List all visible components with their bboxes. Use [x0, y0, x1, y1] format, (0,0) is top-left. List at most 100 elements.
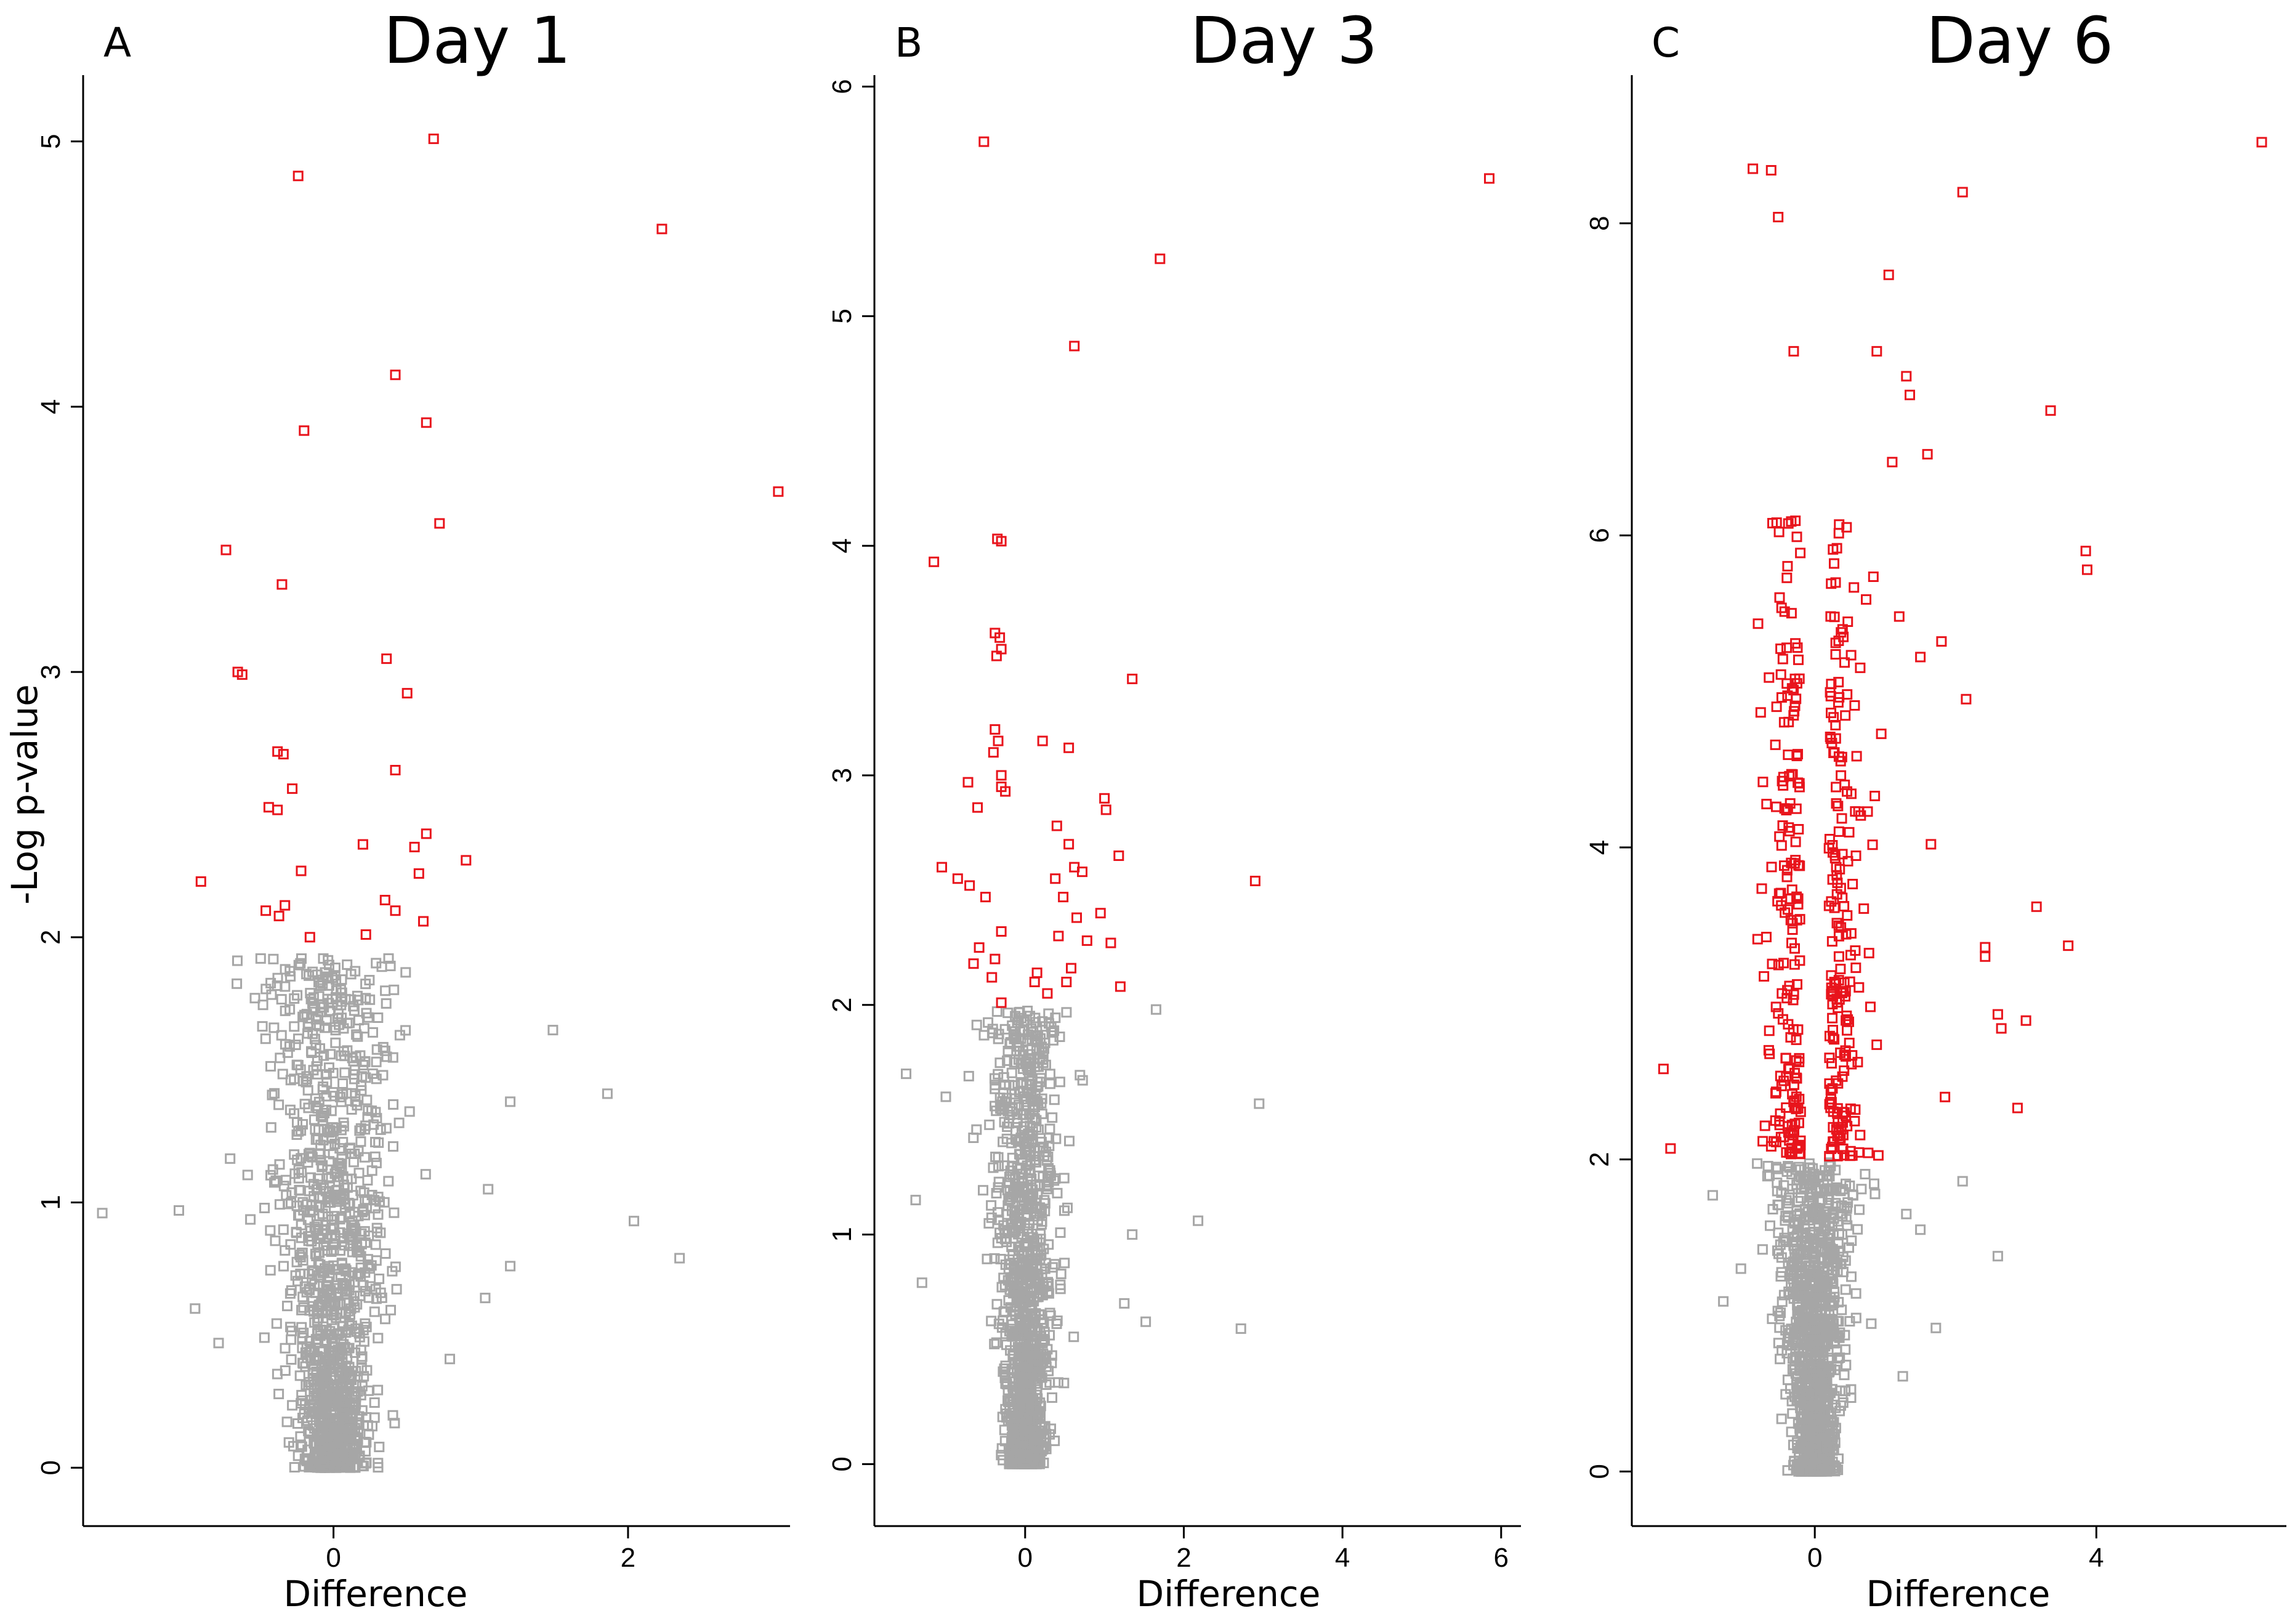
data-point-significant	[1791, 531, 1802, 543]
y-tick-label: 4	[36, 399, 66, 414]
data-point-not-significant	[1799, 1221, 1810, 1232]
data-point-not-significant	[1824, 1309, 1834, 1320]
data-point-not-significant	[1041, 1155, 1052, 1166]
data-point-significant	[937, 862, 947, 873]
data-point-not-significant	[1075, 1070, 1086, 1081]
data-point-significant	[1790, 515, 1801, 527]
data-point-not-significant	[325, 1049, 336, 1060]
data-point-not-significant	[993, 1033, 1004, 1044]
data-point-significant	[964, 880, 975, 891]
data-point-not-significant	[1804, 1444, 1815, 1455]
data-point-not-significant	[300, 1361, 311, 1372]
data-point-not-significant	[1829, 1364, 1841, 1375]
data-point-significant	[1887, 456, 1898, 467]
data-point-not-significant	[315, 1324, 326, 1335]
data-point-not-significant	[1809, 1323, 1820, 1335]
x-tick-label: 2	[621, 1543, 635, 1573]
x-tick-label: 2	[1176, 1543, 1191, 1573]
data-point-significant	[2020, 1015, 2031, 1026]
data-point-not-significant	[1856, 1184, 1867, 1195]
data-point-not-significant	[1846, 1235, 1857, 1246]
data-point-significant	[2063, 940, 2074, 951]
data-point-not-significant	[1030, 1035, 1041, 1046]
data-point-not-significant	[1235, 1323, 1246, 1334]
data-point-not-significant	[1030, 1427, 1041, 1438]
data-point-not-significant	[285, 1322, 296, 1333]
y-tick-label: 8	[1584, 216, 1615, 230]
data-point-not-significant	[1008, 1349, 1019, 1360]
data-point-not-significant	[1793, 1161, 1804, 1173]
data-point-significant	[1081, 935, 1092, 946]
data-point-not-significant	[1026, 1136, 1038, 1147]
data-point-significant	[1852, 1057, 1863, 1068]
data-point-not-significant	[309, 1190, 320, 1202]
data-point-not-significant	[1791, 1237, 1801, 1248]
data-point-not-significant	[1044, 1133, 1054, 1144]
data-point-not-significant	[420, 1169, 431, 1180]
data-point-not-significant	[1776, 1187, 1787, 1198]
data-point-significant	[1063, 839, 1075, 850]
data-point-significant	[1828, 544, 1839, 555]
data-point-not-significant	[1805, 1338, 1816, 1349]
data-point-not-significant	[265, 1170, 276, 1181]
data-point-significant	[996, 536, 1007, 547]
y-tick-label: 0	[1584, 1464, 1615, 1479]
data-point-not-significant	[1707, 1190, 1718, 1201]
data-point-not-significant	[1815, 1381, 1826, 1392]
data-point-not-significant	[1806, 1189, 1817, 1200]
data-point-not-significant	[342, 1286, 353, 1297]
data-point-not-significant	[1068, 1331, 1079, 1343]
data-point-significant	[1826, 1143, 1837, 1154]
data-point-significant	[1876, 729, 1887, 740]
data-point-not-significant	[1804, 1429, 1815, 1440]
data-point-not-significant	[265, 1122, 276, 1133]
data-point-not-significant	[1023, 1345, 1034, 1356]
data-point-not-significant	[342, 1461, 353, 1473]
data-point-not-significant	[1046, 1022, 1057, 1032]
data-point-not-significant	[1826, 1276, 1837, 1287]
data-point-significant	[1831, 798, 1842, 809]
data-point-significant	[1781, 871, 1793, 883]
data-point-not-significant	[369, 1306, 380, 1317]
data-point-not-significant	[1022, 1035, 1033, 1046]
data-point-not-significant	[1807, 1163, 1818, 1174]
data-point-not-significant	[360, 1120, 371, 1131]
data-point-significant	[1066, 963, 1076, 974]
data-point-significant	[1113, 850, 1124, 861]
y-tick-label: 6	[827, 79, 857, 94]
data-point-not-significant	[404, 1106, 415, 1117]
data-point-significant	[974, 942, 985, 953]
data-point-significant	[401, 688, 413, 699]
data-point-not-significant	[990, 1083, 1001, 1094]
data-point-significant	[996, 997, 1007, 1008]
data-point-not-significant	[1059, 1205, 1070, 1216]
y-tick-label: 6	[1584, 528, 1615, 543]
data-point-not-significant	[1813, 1172, 1824, 1183]
data-point-significant	[304, 932, 315, 943]
data-point-not-significant	[1062, 1202, 1073, 1213]
data-point-not-significant	[355, 1136, 366, 1147]
data-point-significant	[278, 749, 289, 760]
data-point-not-significant	[389, 1418, 400, 1429]
data-point-not-significant	[1010, 1032, 1021, 1043]
data-point-not-significant	[1044, 1078, 1055, 1089]
data-point-not-significant	[991, 1299, 1002, 1310]
data-point-significant	[1842, 689, 1853, 700]
data-point-not-significant	[320, 1335, 331, 1346]
data-point-not-significant	[329, 1386, 341, 1397]
data-point-significant	[1763, 1044, 1774, 1056]
data-point-significant	[1791, 803, 1802, 814]
data-point-not-significant	[305, 1172, 317, 1183]
data-point-not-significant	[374, 1442, 385, 1452]
data-point-not-significant	[988, 1162, 999, 1173]
data-point-not-significant	[174, 1205, 184, 1216]
data-point-not-significant	[1915, 1224, 1926, 1235]
data-point-not-significant	[345, 994, 357, 1005]
data-point-not-significant	[349, 1391, 360, 1402]
data-point-not-significant	[1811, 1336, 1822, 1347]
data-point-not-significant	[1029, 1429, 1040, 1440]
data-point-not-significant	[361, 1094, 373, 1105]
data-point-significant	[1777, 653, 1788, 665]
data-point-not-significant	[348, 1296, 359, 1307]
data-point-not-significant	[1021, 1420, 1032, 1431]
